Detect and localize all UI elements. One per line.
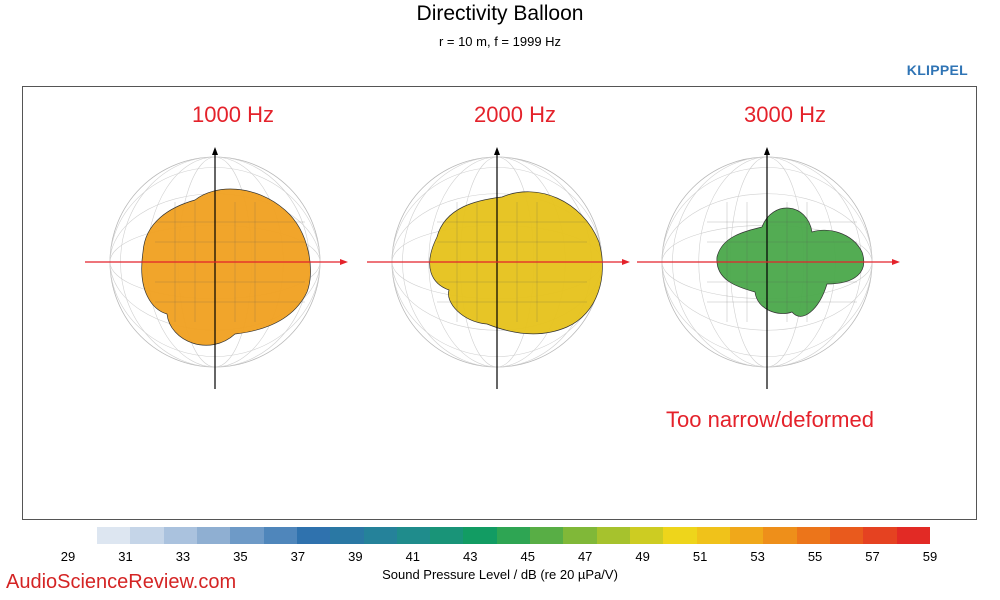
colorbar-cell xyxy=(463,527,497,544)
colorbar-tick-label: 35 xyxy=(233,549,248,564)
vertical-axis-arrow xyxy=(764,147,770,155)
colorbar-cell xyxy=(330,527,364,544)
colorbar-cell xyxy=(296,527,331,544)
balloon-panel xyxy=(367,147,630,389)
colorbar-tick-label: 33 xyxy=(175,549,191,564)
frequency-label: 1000 Hz xyxy=(192,102,274,127)
vertical-axis-arrow xyxy=(494,147,500,155)
colorbar-tick-label: 43 xyxy=(463,549,478,564)
balloon-panel xyxy=(637,147,900,389)
colorbar-tick-label: 29 xyxy=(60,549,76,564)
colorbar-cell xyxy=(663,527,697,544)
colorbar-tick-label: 55 xyxy=(807,549,823,564)
colorbar-cell xyxy=(763,527,797,544)
colorbar-tick-label: 37 xyxy=(290,549,306,564)
colorbar-tick-label: 57 xyxy=(865,549,880,564)
balloon-shape xyxy=(141,188,311,346)
annotation-text: Too narrow/deformed xyxy=(666,407,874,432)
colorbar-label: Sound Pressure Level / dB (re 20 µPa/V) xyxy=(382,567,618,582)
balloon-panel xyxy=(85,147,348,389)
colorbar-cell xyxy=(196,527,231,544)
colorbar xyxy=(97,527,930,544)
colorbar-cell xyxy=(796,527,830,544)
colorbar-cell xyxy=(896,527,930,544)
colorbar-cell xyxy=(230,527,264,544)
colorbar-cell xyxy=(596,527,630,544)
horizontal-axis-arrow xyxy=(892,259,900,265)
colorbar-cell xyxy=(829,527,864,544)
horizontal-axis-arrow xyxy=(622,259,630,265)
balloon-shape xyxy=(429,191,603,335)
colorbar-cell xyxy=(430,527,464,544)
colorbar-tick-label: 49 xyxy=(635,549,650,564)
colorbar-cell xyxy=(729,527,764,544)
colorbar-cell xyxy=(130,527,164,544)
colorbar-cell xyxy=(363,527,397,544)
colorbar-cell xyxy=(530,527,564,544)
colorbar-tick-label: 45 xyxy=(520,549,535,564)
brand-logo: KLIPPEL xyxy=(906,62,968,78)
colorbar-tick-label: 31 xyxy=(118,549,133,564)
colorbar-cell xyxy=(396,527,431,544)
watermark: AudioScienceReview.com xyxy=(6,571,237,593)
colorbar-tick-label: 53 xyxy=(750,549,765,564)
chart-title: Directivity Balloon xyxy=(416,2,584,25)
colorbar-tick-label: 47 xyxy=(577,549,593,564)
colorbar-cell xyxy=(630,527,664,544)
horizontal-axis-arrow xyxy=(340,259,348,265)
colorbar-cell xyxy=(863,527,897,544)
colorbar-tick-label: 51 xyxy=(692,549,708,564)
colorbar-cell xyxy=(163,527,197,544)
colorbar-tick-label: 41 xyxy=(405,549,421,564)
colorbar-cell xyxy=(263,527,297,544)
frequency-label: 2000 Hz xyxy=(474,102,556,127)
colorbar-tick-label: 39 xyxy=(348,549,363,564)
colorbar-cell xyxy=(496,527,531,544)
vertical-axis-arrow xyxy=(212,147,218,155)
colorbar-cell xyxy=(563,527,597,544)
colorbar-tick-label: 59 xyxy=(922,549,938,564)
colorbar-cell xyxy=(97,527,131,544)
colorbar-cell xyxy=(696,527,730,544)
plot-frame xyxy=(22,86,977,520)
frequency-label: 3000 Hz xyxy=(744,102,826,127)
chart-subtitle: r = 10 m, f = 1999 Hz xyxy=(438,34,562,49)
